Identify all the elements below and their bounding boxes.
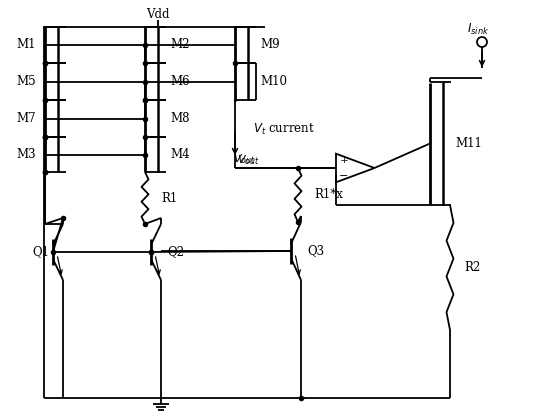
Text: M2: M2 — [170, 39, 190, 52]
Text: M11: M11 — [455, 137, 482, 150]
Text: R1: R1 — [161, 192, 177, 205]
Text: +: + — [340, 156, 348, 165]
Text: M7: M7 — [17, 112, 36, 125]
Text: $V_{out}$: $V_{out}$ — [237, 153, 260, 167]
Text: R1*x: R1*x — [314, 189, 343, 202]
Text: Q3: Q3 — [307, 244, 324, 257]
Text: $V_t$ current: $V_t$ current — [253, 121, 315, 136]
Text: M10: M10 — [260, 75, 287, 88]
Text: M1: M1 — [17, 39, 36, 52]
Text: $V_{out}$: $V_{out}$ — [233, 152, 256, 166]
Text: M8: M8 — [170, 112, 190, 125]
Text: Vdd: Vdd — [146, 8, 170, 21]
Text: Q2: Q2 — [167, 246, 184, 258]
Text: M5: M5 — [17, 75, 36, 88]
Text: M3: M3 — [17, 148, 36, 161]
Text: $I_{sink}$: $I_{sink}$ — [467, 21, 489, 37]
Text: R2: R2 — [464, 261, 480, 274]
Text: −: − — [339, 171, 349, 181]
Text: M6: M6 — [170, 75, 190, 88]
Text: M9: M9 — [260, 39, 280, 52]
Text: Q1: Q1 — [32, 246, 49, 258]
Text: M4: M4 — [170, 148, 190, 161]
